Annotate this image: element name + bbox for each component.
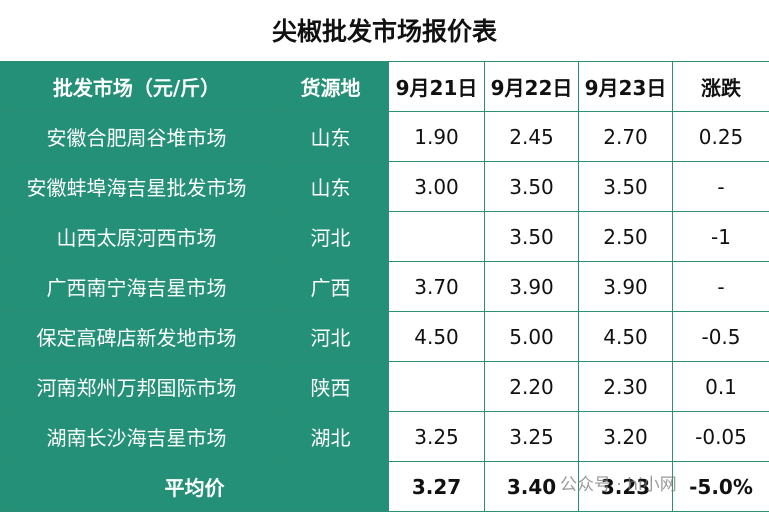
table-cell: 3.00: [389, 162, 485, 212]
table-cell: 湖南长沙海吉星市场: [1, 412, 273, 462]
table-cell: 3.27: [389, 462, 485, 512]
table-cell: 0.1: [673, 362, 769, 412]
table-cell: 山西太原河西市场: [1, 212, 273, 262]
table-cell: 广西: [273, 262, 389, 312]
table-cell: 河北: [273, 312, 389, 362]
table-cell: 3.20: [579, 412, 673, 462]
table-cell: 陕西: [273, 362, 389, 412]
table-cell: -0.5: [673, 312, 769, 362]
table-cell: 3.25: [389, 412, 485, 462]
table-cell: 5.00: [485, 312, 579, 362]
table-cell: 货源地: [273, 62, 389, 112]
table-cell: 涨跌: [673, 62, 769, 112]
table-cell: 2.20: [485, 362, 579, 412]
table-cell: 保定高碑店新发地市场: [1, 312, 273, 362]
table-cell: 3.70: [389, 262, 485, 312]
table-cell: 1.90: [389, 112, 485, 162]
table-cell: 4.50: [579, 312, 673, 362]
table-cell: 河北: [273, 212, 389, 262]
table-cell: 3.50: [485, 212, 579, 262]
table-cell: 2.70: [579, 112, 673, 162]
table-cell: 湖北: [273, 412, 389, 462]
table-cell: 平均价: [1, 462, 389, 512]
table-cell: 山东: [273, 112, 389, 162]
table-cell: [389, 212, 485, 262]
table-cell: 安徽合肥周谷堆市场: [1, 112, 273, 162]
table-cell: 2.50: [579, 212, 673, 262]
table-cell: 3.50: [485, 162, 579, 212]
table-cell: -1: [673, 212, 769, 262]
title: 尖椒批发市场报价表: [0, 0, 769, 61]
table-cell: 0.25: [673, 112, 769, 162]
table-cell: 9月23日: [579, 62, 673, 112]
table-cell: 3.25: [485, 412, 579, 462]
table-cell: 3.90: [579, 262, 673, 312]
table-cell: -0.05: [673, 412, 769, 462]
table-cell: 3.90: [485, 262, 579, 312]
table-cell: 批发市场（元/斤）: [1, 62, 273, 112]
table-cell: 2.45: [485, 112, 579, 162]
table-cell: [389, 362, 485, 412]
table-cell: 9月22日: [485, 62, 579, 112]
table-cell: 9月21日: [389, 62, 485, 112]
table-cell: -: [673, 162, 769, 212]
table-cell: 4.50: [389, 312, 485, 362]
table-cell: 山东: [273, 162, 389, 212]
table-cell: -: [673, 262, 769, 312]
table-cell: 河南郑州万邦国际市场: [1, 362, 273, 412]
watermark: 公众号 · hi小网: [560, 470, 677, 495]
table-cell: 安徽蚌埠海吉星批发市场: [1, 162, 273, 212]
table-cell: 2.30: [579, 362, 673, 412]
table-cell: 广西南宁海吉星市场: [1, 262, 273, 312]
table-cell: -5.0%: [673, 462, 769, 512]
table-cell: 3.50: [579, 162, 673, 212]
